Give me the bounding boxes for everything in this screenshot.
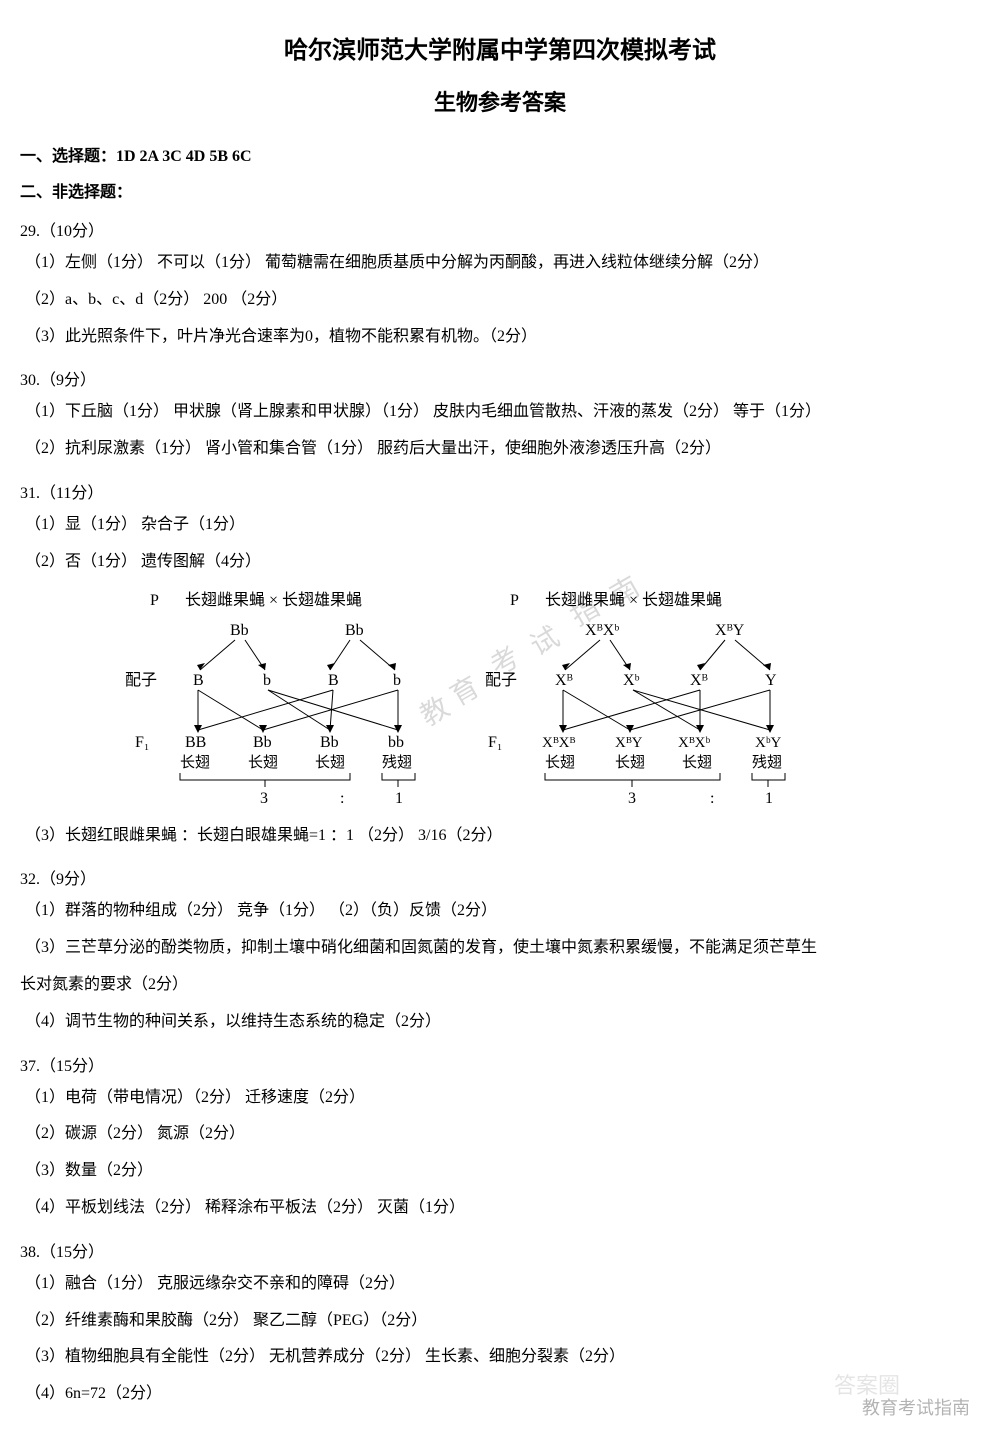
right-g1: Xᴮ [555, 672, 574, 689]
left-P-label: P [150, 592, 159, 609]
main-title: 哈尔滨师范大学附属中学第四次模拟考试 [20, 30, 980, 65]
q30-l2: （2）抗利尿激素（1分） 肾小管和集合管（1分） 服药后大量出汗，使细胞外液渗透… [20, 435, 980, 464]
q30-num: 30.（9分） [20, 366, 980, 390]
q31-l1: （1）显（1分） 杂合子（1分） [20, 511, 980, 540]
q29-l2: （2）a、b、c、d（2分） 200 （2分） [20, 286, 980, 315]
q31-l2: （2）否（1分） 遗传图解（4分） [20, 548, 980, 577]
q29-l1: （1）左侧（1分） 不可以（1分） 葡萄糖需在细胞质基质中分解为丙酮酸，再进入线… [20, 249, 980, 278]
q37-num: 37.（15分） [20, 1052, 980, 1076]
right-o4: XᵇY [755, 735, 781, 751]
q29-num: 29.（10分） [20, 217, 980, 241]
left-p1: 长翅 [180, 754, 210, 771]
punnett-diagram-svg: P 长翅雌果蝇 × 长翅雄果蝇 Bb Bb 配子 B b B b F₁ BB B… [20, 585, 980, 810]
left-o1: BB [185, 734, 206, 751]
right-g2: Xᵇ [623, 672, 640, 689]
left-ratio1: 1 [395, 790, 403, 807]
q37-l2: （2）碳源（2分） 氮源（2分） [20, 1120, 980, 1149]
section2-header: 二、非选择题： [20, 178, 980, 202]
right-o3: XᴮXᵇ [678, 735, 710, 751]
right-o1: XᴮXᴮ [542, 735, 575, 751]
q37-l3: （3）数量（2分） [20, 1157, 980, 1186]
left-g3: B [328, 672, 339, 689]
left-p4: 残翅 [382, 754, 412, 771]
right-F1-label: F₁ [488, 734, 502, 751]
q32-l3: （4）调节生物的种间关系，以维持生态系统的稳定（2分） [20, 1008, 980, 1037]
q32-l1: （1）群落的物种组成（2分） 竞争（1分） （2）（负）反馈（2分） [20, 897, 980, 926]
left-colon: : [340, 790, 344, 807]
left-o2: Bb [253, 734, 272, 751]
q31-num: 31.（11分） [20, 479, 980, 503]
right-p2: 长翅 [615, 754, 645, 771]
right-o2: XᴮY [615, 735, 643, 751]
left-o4: bb [388, 734, 404, 751]
right-p3: 长翅 [682, 754, 712, 771]
q38-l2: （2）纤维素酶和果胶酶（2分） 聚乙二醇（PEG）（2分） [20, 1307, 980, 1336]
right-P-label: P [510, 592, 519, 609]
section1-header: 一、选择题：1D 2A 3C 4D 5B 6C [20, 142, 980, 166]
left-parent2: Bb [345, 622, 364, 639]
right-p1: 长翅 [545, 754, 575, 771]
right-p4: 残翅 [752, 754, 782, 771]
left-P-cross: 长翅雌果蝇 × 长翅雄果蝇 [185, 591, 362, 609]
left-parent1: Bb [230, 622, 249, 639]
left-g2: b [263, 672, 271, 689]
right-ratio3: 3 [628, 790, 636, 807]
q38-num: 38.（15分） [20, 1238, 980, 1262]
left-o3: Bb [320, 734, 339, 751]
q38-l1: （1）融合（1分） 克服远缘杂交不亲和的障碍（2分） [20, 1270, 980, 1299]
q37-l4: （4）平板划线法（2分） 稀释涂布平板法（2分） 灭菌（1分） [20, 1194, 980, 1223]
q32-l2: （3）三芒草分泌的酚类物质，抑制土壤中硝化细菌和固氮菌的发育，使土壤中氮素积累缓… [20, 934, 980, 963]
footer-mark-2: 教育考试指南 [862, 1394, 970, 1420]
genetics-diagram: P 长翅雌果蝇 × 长翅雄果蝇 Bb Bb 配子 B b B b F₁ BB B… [20, 585, 980, 810]
right-g3: Xᴮ [690, 672, 709, 689]
left-ratio3: 3 [260, 790, 268, 807]
right-colon: : [710, 790, 714, 807]
right-parent2: XᴮY [715, 622, 745, 639]
q37-l1: （1）电荷（带电情况）（2分） 迁移速度（2分） [20, 1084, 980, 1113]
q32-num: 32.（9分） [20, 865, 980, 889]
left-g4: b [393, 672, 401, 689]
left-p2: 长翅 [248, 754, 278, 771]
q32-l2b: 长对氮素的要求（2分） [20, 971, 980, 1000]
left-F1-label: F₁ [135, 734, 149, 751]
q31-l3: （3）长翅红眼雌果蝇 ：长翅白眼雄果蝇=1 ：1 （2分） 3/16（2分） [20, 822, 980, 851]
right-parent1: XᴮXᵇ [585, 622, 619, 639]
right-P-cross: 长翅雌果蝇 × 长翅雄果蝇 [545, 591, 722, 609]
right-ratio1: 1 [765, 790, 773, 807]
q29-l3: （3）此光照条件下，叶片净光合速率为0，植物不能积累有机物。（2分） [20, 323, 980, 352]
left-gamete-label: 配子 [125, 671, 157, 689]
sub-title: 生物参考答案 [20, 85, 980, 117]
right-gamete-label: 配子 [485, 671, 517, 689]
left-g1: B [193, 672, 204, 689]
right-g4: Y [765, 672, 777, 689]
q30-l1: （1）下丘脑（1分） 甲状腺（肾上腺素和甲状腺）（1分） 皮肤内毛细血管散热、汗… [20, 398, 980, 427]
left-p3: 长翅 [315, 754, 345, 771]
